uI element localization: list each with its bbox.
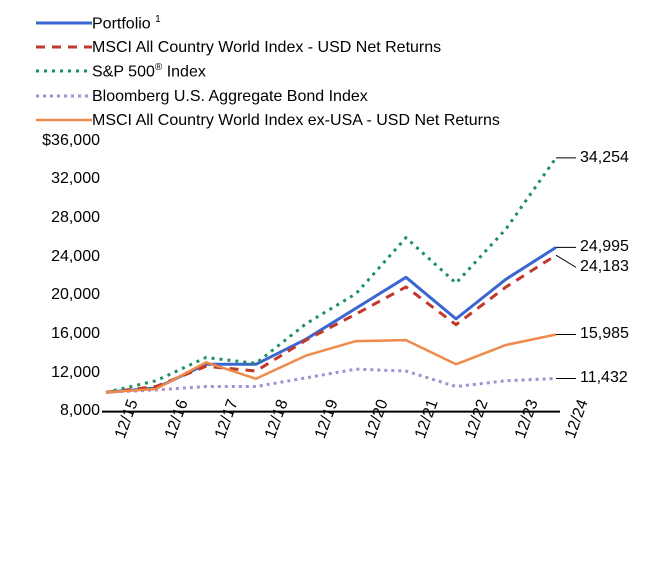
legend-swatch-sp500 [36,62,92,80]
y-tick-label: 28,000 [51,209,106,227]
legend-label-agg: Bloomberg U.S. Aggregate Bond Index [92,87,368,107]
legend-item-sp500: S&P 500® Index [36,62,656,82]
series-line-portfolio [106,247,556,392]
legend-label-sp500: S&P 500® Index [92,62,206,82]
legend-swatch-agg [36,87,92,105]
end-label-portfolio: 24,995 [556,238,629,256]
end-label-msci-acwi-ex-usa: 15,985 [556,325,629,343]
y-tick-label: 16,000 [51,325,106,343]
legend-swatch-portfolio [36,14,92,32]
chart-area: 8,000 12,000 16,000 20,000 24,000 28,000 32,00… [16,141,656,541]
x-tick-label: 12/24 [562,397,593,441]
legend-item-portfolio: Portfolio 1 [36,14,656,34]
y-tick-label: 32,000 [51,170,106,188]
plot-svg [106,141,556,431]
y-tick-label: $36,000 [42,132,106,150]
chart-container: Portfolio 1 MSCI All Country World Index … [0,0,672,588]
legend-swatch-msci-acwi-ex-usa [36,111,92,129]
y-tick-label: 24,000 [51,248,106,266]
y-tick-label: 8,000 [60,402,106,420]
legend-item-msci-acwi: MSCI All Country World Index - USD Net R… [36,38,656,58]
end-label-sp500: 34,254 [556,149,629,167]
legend-label-msci-acwi-ex-usa: MSCI All Country World Index ex-USA - US… [92,111,500,131]
legend: Portfolio 1 MSCI All Country World Index … [36,14,656,131]
series-line-sp500 [106,158,556,392]
y-tick-label: 20,000 [51,286,106,304]
legend-item-agg: Bloomberg U.S. Aggregate Bond Index [36,87,656,107]
legend-swatch-msci-acwi [36,38,92,56]
plot-area: 8,00012,00016,00020,00024,00028,00032,00… [106,141,556,431]
legend-label-portfolio: Portfolio 1 [92,14,161,34]
y-tick-label: 12,000 [51,364,106,382]
end-label-agg: 11,432 [556,369,628,387]
end-label-msci-acwi: 24,183 [556,258,629,276]
legend-label-msci-acwi: MSCI All Country World Index - USD Net R… [92,38,441,58]
legend-item-msci-acwi-ex-usa: MSCI All Country World Index ex-USA - US… [36,111,656,131]
